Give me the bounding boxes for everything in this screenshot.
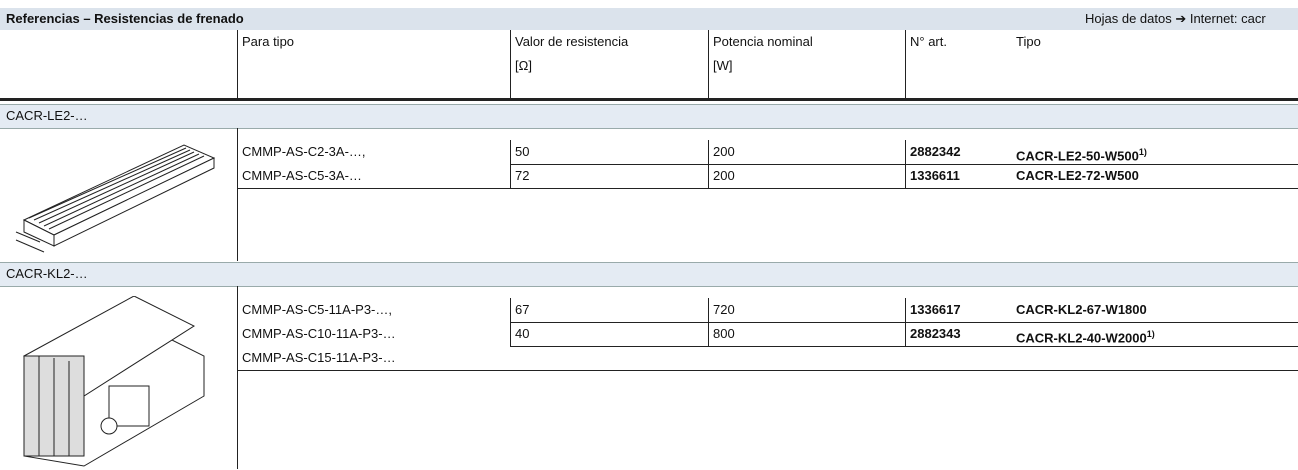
- potencia: 200: [713, 168, 735, 183]
- para-tipo: CMMP-AS-C15-11A-P3-…: [242, 350, 396, 365]
- articulo: 2882343: [910, 326, 961, 341]
- rule: [510, 298, 511, 322]
- valor: 72: [515, 168, 530, 183]
- tipo: CACR-LE2-72-W500: [1016, 168, 1139, 183]
- column-header: N° art.: [910, 34, 947, 49]
- valor: 50: [515, 144, 530, 159]
- rule: [510, 164, 511, 188]
- articulo: 1336617: [910, 302, 961, 317]
- para-tipo: CMMP-AS-C10-11A-P3-…: [242, 326, 396, 341]
- rule: [237, 128, 238, 261]
- rule: [905, 140, 906, 164]
- footnote: 1): [1138, 147, 1147, 157]
- potencia: 720: [713, 302, 735, 317]
- para-tipo: CMMP-AS-C5-11A-P3-…,: [242, 302, 393, 317]
- rule: [510, 164, 1298, 165]
- rule: [237, 286, 238, 469]
- articulo: 1336611: [910, 168, 960, 183]
- column-unit: [W]: [713, 58, 733, 73]
- section-name: CACR-LE2-…: [6, 108, 88, 123]
- rule: [510, 322, 1298, 323]
- valor: 67: [515, 302, 530, 317]
- rule: [237, 188, 1298, 189]
- potencia: 800: [713, 326, 735, 341]
- column-header: Valor de resistencia: [515, 34, 629, 49]
- datasheet-link[interactable]: Hojas de datos ➔ Internet: cacr: [1085, 11, 1266, 26]
- tipo: CACR-LE2-50-W5001): [1016, 147, 1147, 164]
- tipo: CACR-KL2-67-W1800: [1016, 302, 1147, 317]
- resistor-image-kl2: [23, 296, 205, 467]
- rule: [510, 140, 511, 164]
- section-name: CACR-KL2-…: [6, 266, 88, 281]
- rule: [708, 30, 709, 98]
- para-tipo: CMMP-AS-C5-3A-…: [242, 168, 362, 183]
- rule: [510, 30, 511, 98]
- rule: [237, 370, 1298, 371]
- rule: [708, 140, 709, 164]
- rule: [905, 322, 906, 346]
- para-tipo: CMMP-AS-C2-3A-…,: [242, 144, 366, 159]
- rule: [708, 164, 709, 188]
- rule: [708, 298, 709, 322]
- rule: [510, 322, 511, 346]
- section-band: [0, 262, 1298, 287]
- title: Referencias – Resistencias de frenado: [6, 11, 244, 26]
- rule: [708, 322, 709, 346]
- column-unit: [Ω]: [515, 58, 532, 73]
- resistor-image-le2: [15, 144, 216, 253]
- column-header: Potencia nominal: [713, 34, 813, 49]
- articulo: 2882342: [910, 144, 961, 159]
- rule: [0, 98, 1298, 101]
- section-band: [0, 104, 1298, 129]
- potencia: 200: [713, 144, 735, 159]
- column-header: Tipo: [1016, 34, 1041, 49]
- tipo: CACR-KL2-40-W20001): [1016, 329, 1155, 346]
- rule: [510, 346, 1298, 347]
- header-band: [0, 8, 1298, 30]
- column-header: Para tipo: [242, 34, 295, 49]
- valor: 40: [515, 326, 530, 341]
- footnote: 1): [1146, 329, 1155, 339]
- rule: [237, 30, 238, 98]
- rule: [905, 164, 906, 188]
- rule: [905, 30, 906, 98]
- rule: [905, 298, 906, 322]
